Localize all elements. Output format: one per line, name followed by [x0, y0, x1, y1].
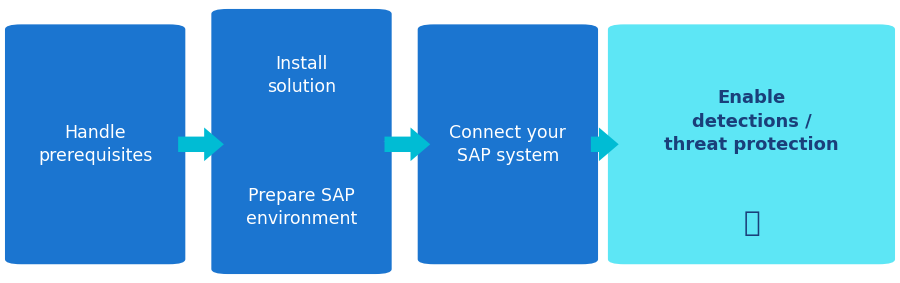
Text: Enable
detections /
threat protection: Enable detections / threat protection [664, 89, 839, 155]
Polygon shape [178, 127, 224, 161]
Polygon shape [384, 127, 430, 161]
Text: Install
solution: Install solution [267, 55, 336, 97]
Text: Prepare SAP
environment: Prepare SAP environment [246, 186, 357, 228]
Text: ⛨: ⛨ [743, 209, 760, 237]
Polygon shape [591, 127, 618, 161]
FancyBboxPatch shape [608, 24, 895, 264]
FancyBboxPatch shape [5, 24, 185, 264]
Text: Connect your
SAP system: Connect your SAP system [449, 123, 566, 165]
FancyBboxPatch shape [212, 9, 392, 142]
FancyBboxPatch shape [418, 24, 598, 264]
Text: Handle
prerequisites: Handle prerequisites [38, 123, 152, 165]
FancyBboxPatch shape [212, 141, 392, 274]
